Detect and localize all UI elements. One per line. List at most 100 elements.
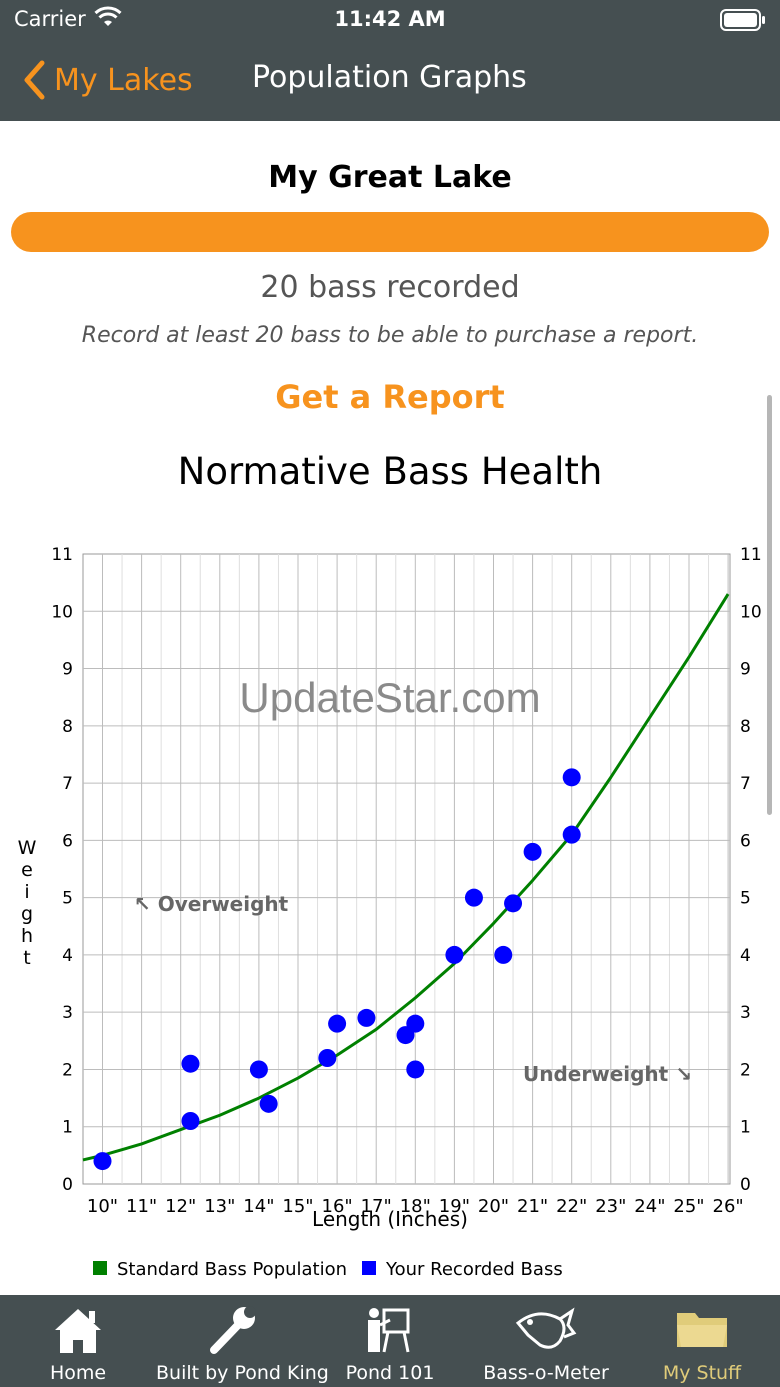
y-tick-label-right: 5	[740, 889, 751, 909]
back-label: My Lakes	[54, 62, 193, 98]
recorded-bass-point	[562, 825, 581, 844]
y-tick-label-left: 3	[62, 1003, 73, 1023]
x-tick-label: 15"	[282, 1196, 313, 1217]
x-tick-label: 17"	[361, 1196, 392, 1217]
y-axis-label-letter: i	[24, 881, 29, 903]
tab-label: Bass-o-Meter	[483, 1362, 609, 1384]
clock: 11:42 AM	[334, 7, 446, 31]
y-tick-label-right: 10	[740, 602, 762, 622]
status-bar: Carrier 11:42 AM	[0, 0, 780, 40]
navigation-bar: My Lakes Population Graphs	[0, 40, 780, 121]
y-tick-label-right: 1	[740, 1118, 751, 1138]
x-tick-label: 25"	[673, 1196, 704, 1217]
page-title: Population Graphs	[252, 60, 527, 95]
recorded-bass-point	[181, 1054, 200, 1073]
x-tick-label: 11"	[126, 1196, 157, 1217]
y-tick-label-left: 10	[51, 602, 73, 622]
y-axis-label-letter: h	[21, 925, 33, 947]
x-tick-label: 21"	[517, 1196, 548, 1217]
x-tick-label: 18"	[400, 1196, 431, 1217]
folder-icon	[677, 1313, 727, 1347]
tab-label: Built by Pond King	[156, 1362, 329, 1384]
y-tick-label-left: 0	[62, 1175, 73, 1195]
x-tick-label: 19"	[439, 1196, 470, 1217]
legend-swatch	[93, 1261, 107, 1275]
tab-my-stuff[interactable]: My Stuff	[624, 1295, 780, 1387]
y-axis-label-letter: e	[21, 859, 33, 881]
y-tick-label-left: 4	[62, 946, 73, 966]
recorded-bass-point	[504, 894, 523, 913]
x-tick-label: 24"	[634, 1196, 665, 1217]
recorded-bass-point	[357, 1008, 376, 1027]
get-report-button[interactable]: Get a Report	[275, 378, 505, 416]
legend-swatch	[362, 1261, 376, 1275]
watermark: UpdateStar.com	[239, 674, 540, 721]
recorded-bass-point	[249, 1060, 268, 1079]
recorded-bass-point	[406, 1014, 425, 1033]
tab-home[interactable]: Home	[0, 1295, 156, 1387]
x-tick-label: 10"	[87, 1196, 118, 1217]
legend-label: Standard Bass Population	[117, 1259, 347, 1280]
tab-label: Home	[49, 1362, 107, 1384]
wifi-icon	[94, 6, 122, 26]
recorded-bass-point	[445, 945, 464, 964]
x-axis-label: Length (Inches)	[312, 1207, 468, 1231]
y-axis-label-letter: t	[23, 947, 30, 969]
teacher-icon	[368, 1308, 410, 1353]
y-tick-label-left: 2	[62, 1060, 73, 1080]
y-tick-label-left: 9	[62, 660, 73, 680]
y-tick-label-right: 2	[740, 1060, 751, 1080]
x-tick-label: 23"	[595, 1196, 626, 1217]
recorded-bass-point	[406, 1060, 425, 1079]
tab-pond-101[interactable]: Pond 101	[312, 1295, 468, 1387]
y-tick-label-left: 1	[62, 1118, 73, 1138]
fish-icon	[515, 1307, 577, 1349]
underweight-annotation: Underweight ↘	[523, 1062, 692, 1086]
x-tick-label: 20"	[478, 1196, 509, 1217]
battery-icon	[720, 9, 765, 31]
y-tick-label-right: 0	[740, 1175, 751, 1195]
recorded-bass-point	[523, 842, 542, 861]
y-tick-label-right: 3	[740, 1003, 751, 1023]
y-tick-label-right: 4	[740, 946, 751, 966]
tab-bar: Home Built by Pond King Pond 101 Bass-o-…	[0, 1295, 780, 1387]
recorded-bass-point	[328, 1014, 347, 1033]
chart-title: Normative Bass Health	[177, 450, 603, 493]
recorded-bass-point	[464, 888, 483, 907]
carrier-label: Carrier	[14, 7, 86, 31]
x-tick-label: 13"	[204, 1196, 235, 1217]
recorded-count: 20 bass recorded	[260, 270, 520, 305]
y-tick-label-left: 7	[62, 774, 73, 794]
chevron-left-icon	[24, 60, 45, 100]
y-tick-label-left: 6	[62, 831, 73, 851]
tab-built-by-pond-king[interactable]: Built by Pond King	[156, 1295, 329, 1387]
recorded-bass-point	[93, 1152, 112, 1171]
x-tick-label: 16"	[322, 1196, 353, 1217]
recorded-bass-point	[259, 1094, 278, 1113]
y-tick-label-right: 8	[740, 717, 751, 737]
bass-health-chart: UpdateStar.com 10" 11" 12" 13" 14" 15" 16" 17" 1…	[18, 545, 762, 1280]
recorded-bass-point	[562, 768, 581, 787]
recorded-bass-point	[181, 1112, 200, 1130]
y-tick-label-right: 9	[740, 660, 751, 680]
y-tick-label-right: 7	[740, 774, 751, 794]
tab-label: Pond 101	[345, 1362, 435, 1384]
recorded-bass-point	[318, 1049, 337, 1067]
progress-bar	[11, 212, 769, 252]
x-tick-label: 22"	[556, 1196, 587, 1217]
plot-area	[82, 553, 731, 1185]
tab-label: My Stuff	[662, 1362, 742, 1384]
scrollbar[interactable]	[767, 395, 772, 815]
y-axis-label-letter: g	[21, 903, 33, 925]
standard-population-line	[82, 593, 730, 1162]
tab-bass-o-meter[interactable]: Bass-o-Meter	[468, 1295, 624, 1387]
report-hint: Record at least 20 bass to be able to pu…	[81, 323, 699, 348]
back-button[interactable]: My Lakes	[22, 58, 193, 102]
recorded-bass-point	[494, 945, 513, 964]
y-tick-label-right: 6	[740, 831, 751, 851]
x-tick-label: 26"	[713, 1196, 744, 1217]
x-tick-label: 14"	[243, 1196, 274, 1217]
y-tick-label-left: 8	[62, 717, 73, 737]
wrench-icon	[210, 1306, 256, 1354]
y-tick-label-left: 11	[51, 545, 73, 565]
